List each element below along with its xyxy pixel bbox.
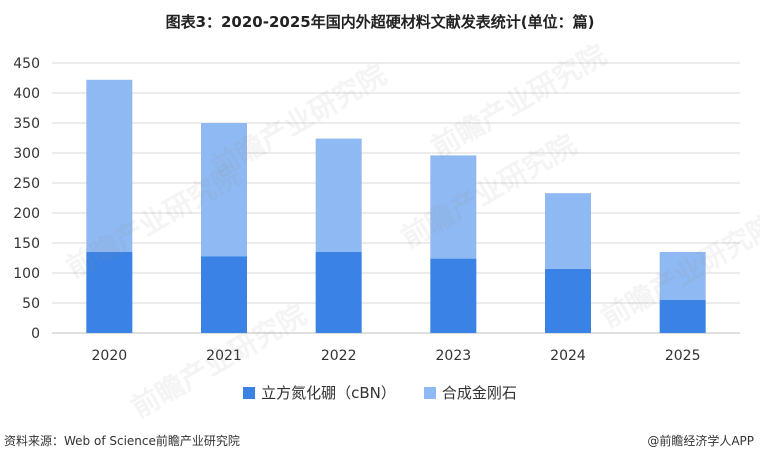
x-tick-label: 2024 bbox=[550, 348, 586, 364]
legend-label: 合成金刚石 bbox=[441, 384, 517, 402]
chart-title: 图表3：2020-2025年国内外超硬材料文献发表统计(单位：篇) bbox=[165, 13, 595, 31]
source-note: 资料来源：Web of Science前瞻产业研究院 bbox=[4, 434, 240, 448]
y-tick-label: 100 bbox=[13, 266, 40, 282]
grid-lines bbox=[52, 62, 740, 334]
y-tick-label: 50 bbox=[22, 296, 40, 312]
x-tick-label: 2025 bbox=[665, 348, 701, 364]
bar-segment-2024-cbn bbox=[545, 268, 591, 333]
legend-item-cbn: 立方氮化硼（cBN） bbox=[243, 382, 396, 403]
bar-segment-2025-cbn bbox=[659, 300, 706, 333]
y-tick-label: 150 bbox=[13, 236, 40, 252]
x-axis-ticks: 2020 2021 2022 2023 2024 2025 bbox=[92, 348, 701, 364]
y-tick-label: 300 bbox=[13, 146, 40, 162]
bar-segment-2021-diamond bbox=[201, 123, 247, 257]
y-tick-label: 400 bbox=[13, 86, 40, 102]
bar-segment-2021-cbn bbox=[201, 256, 247, 333]
y-tick-label: 0 bbox=[31, 326, 40, 342]
y-tick-label: 350 bbox=[13, 116, 40, 132]
bar-segment-2023-cbn bbox=[430, 258, 477, 333]
bar-segment-2020-diamond bbox=[86, 79, 133, 252]
legend-swatch bbox=[423, 386, 436, 399]
x-tick-label: 2023 bbox=[436, 348, 472, 364]
bars bbox=[86, 79, 706, 333]
bar-segment-2025-diamond bbox=[659, 252, 706, 300]
legend-label: 立方氮化硼（cBN） bbox=[261, 384, 396, 402]
x-tick-label: 2020 bbox=[92, 348, 128, 364]
y-axis-ticks: 0 50 100 150 200 250 300 350 400 450 bbox=[13, 56, 40, 342]
legend-item-diamond: 合成金刚石 bbox=[423, 382, 517, 403]
y-tick-label: 250 bbox=[13, 176, 40, 192]
brand-credit: @前瞻经济学人APP bbox=[647, 434, 754, 448]
x-tick-label: 2022 bbox=[321, 348, 357, 364]
bar-segment-2022-cbn bbox=[315, 252, 362, 333]
legend: 立方氮化硼（cBN） 合成金刚石 bbox=[0, 382, 760, 403]
y-tick-label: 200 bbox=[13, 206, 40, 222]
bar-segment-2022-diamond bbox=[315, 138, 362, 252]
bar-segment-2023-diamond bbox=[430, 155, 477, 259]
x-tick-label: 2021 bbox=[206, 348, 242, 364]
bar-segment-2024-diamond bbox=[545, 193, 591, 269]
legend-swatch bbox=[243, 386, 256, 399]
y-tick-label: 450 bbox=[13, 56, 40, 72]
bar-segment-2020-cbn bbox=[86, 252, 133, 333]
